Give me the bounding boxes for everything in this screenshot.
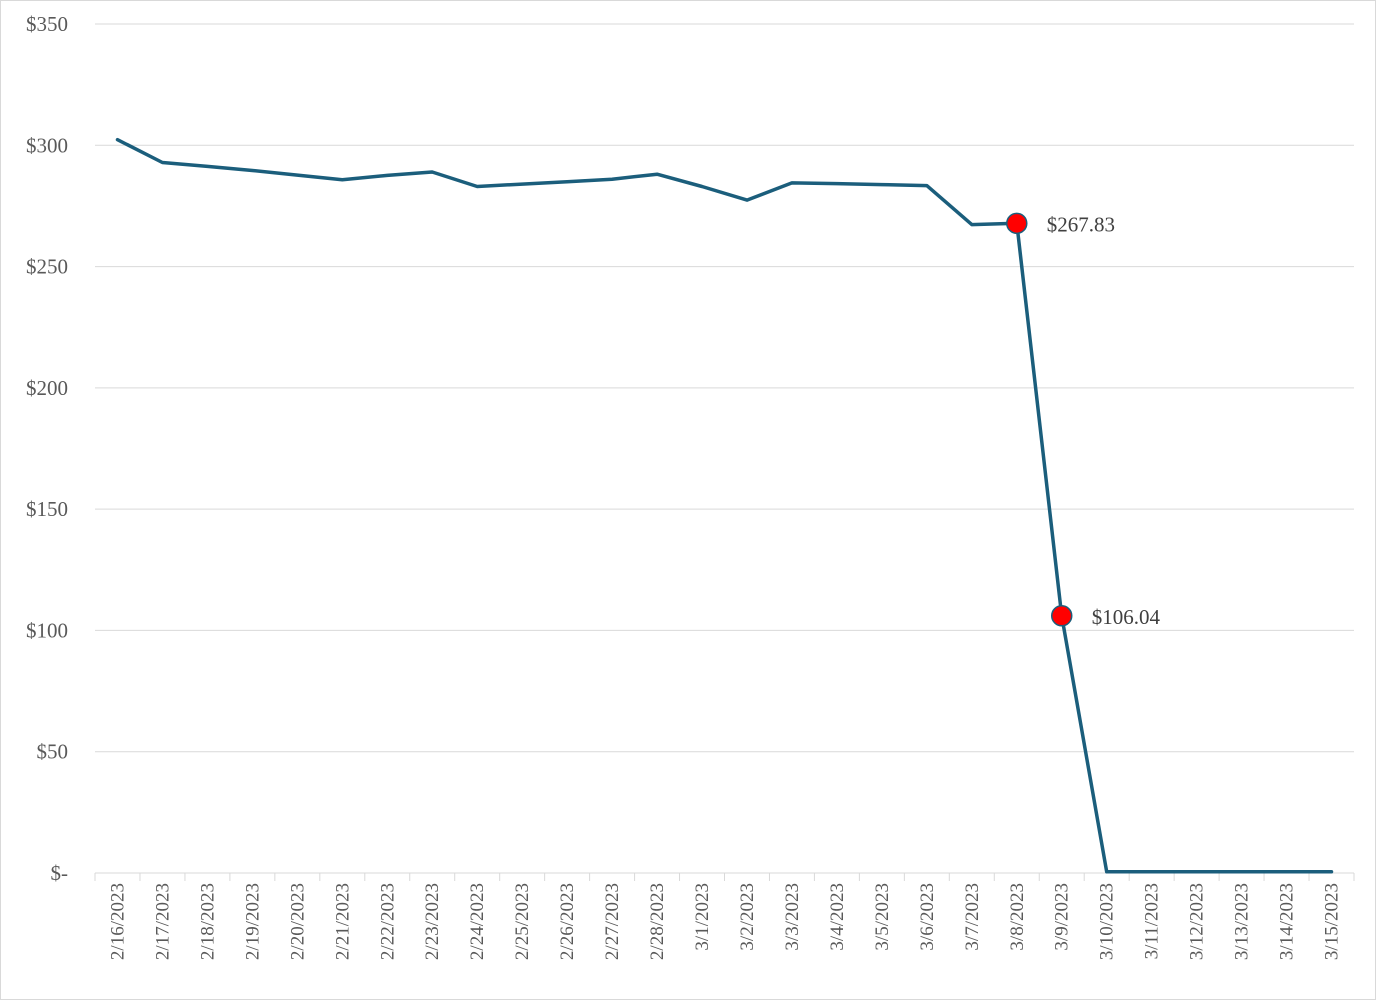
x-tick-label: 3/12/2023	[1187, 883, 1208, 960]
data-label: $106.04	[1092, 605, 1161, 629]
x-tick-label: 3/2/2023	[737, 883, 758, 951]
x-tick-label: 2/22/2023	[377, 883, 398, 960]
x-tick-label: 2/23/2023	[422, 883, 443, 960]
x-tick-label: 3/15/2023	[1322, 883, 1343, 960]
x-tick-label: 2/16/2023	[107, 883, 128, 960]
y-tick-label: $250	[26, 255, 68, 279]
y-tick-label: $150	[26, 497, 68, 521]
x-tick-label: 3/8/2023	[1007, 883, 1028, 951]
y-tick-label: $300	[26, 133, 68, 157]
y-tick-label: $100	[26, 618, 68, 642]
series-line	[115, 137, 1334, 874]
x-tick-label: 3/5/2023	[872, 883, 893, 951]
x-tick-label: 3/14/2023	[1277, 883, 1298, 960]
x-tick-label: 2/20/2023	[287, 883, 308, 960]
x-tick-label: 2/18/2023	[197, 883, 218, 960]
x-tick-label: 2/25/2023	[512, 883, 533, 960]
x-tick-label: 2/26/2023	[557, 883, 578, 960]
x-tick-label: 2/19/2023	[242, 883, 263, 960]
x-tick-label: 3/4/2023	[827, 883, 848, 951]
y-tick-label: $-	[51, 861, 69, 885]
x-tick-label: 3/6/2023	[917, 883, 938, 951]
x-tick-label: 3/1/2023	[692, 883, 713, 951]
data-label: $267.83	[1047, 212, 1115, 236]
x-tick-label: 3/3/2023	[782, 883, 803, 951]
x-tick-label: 3/9/2023	[1052, 883, 1073, 951]
x-tick-label: 2/24/2023	[467, 883, 488, 960]
y-tick-label: $350	[26, 12, 68, 36]
x-tick-label: 2/28/2023	[647, 883, 668, 960]
x-tick-label: 3/11/2023	[1142, 883, 1163, 959]
y-tick-label: $200	[26, 376, 68, 400]
x-tick-label: 2/21/2023	[332, 883, 353, 960]
x-tick-label: 2/27/2023	[602, 883, 623, 960]
x-tick-label: 3/13/2023	[1232, 883, 1253, 960]
x-tick-label: 3/10/2023	[1097, 883, 1118, 960]
highlight-marker	[1006, 212, 1028, 235]
x-tick-label: 3/7/2023	[962, 883, 983, 951]
y-tick-label: $50	[37, 740, 69, 764]
highlight-marker	[1050, 605, 1073, 627]
x-tick-label: 2/17/2023	[152, 883, 173, 960]
